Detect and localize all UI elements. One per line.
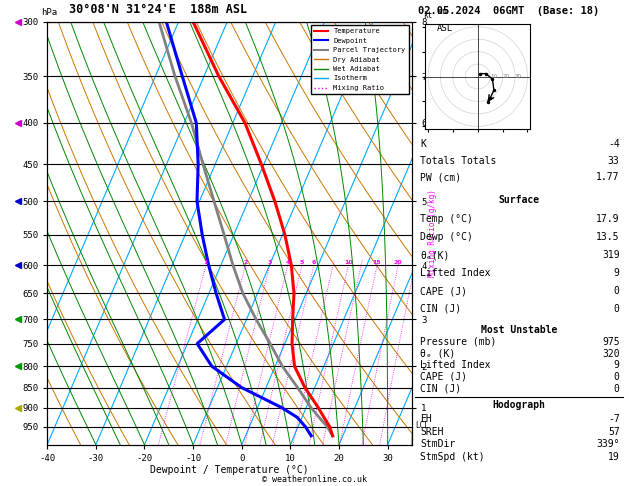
Text: 02.05.2024  06GMT  (Base: 18): 02.05.2024 06GMT (Base: 18) [418, 6, 599, 16]
Text: 4: 4 [286, 260, 290, 265]
Text: Surface: Surface [498, 195, 540, 206]
Text: CAPE (J): CAPE (J) [420, 372, 467, 382]
Text: 2: 2 [243, 260, 248, 265]
Text: Lifted Index: Lifted Index [420, 268, 491, 278]
Text: 3: 3 [267, 260, 272, 265]
Text: K: K [420, 139, 426, 149]
Legend: Temperature, Dewpoint, Parcel Trajectory, Dry Adiabat, Wet Adiabat, Isotherm, Mi: Temperature, Dewpoint, Parcel Trajectory… [311, 25, 408, 94]
Text: Totals Totals: Totals Totals [420, 156, 496, 166]
Text: 5: 5 [300, 260, 304, 265]
Text: -7: -7 [608, 414, 620, 424]
Text: StmDir: StmDir [420, 439, 455, 449]
Text: 9: 9 [614, 360, 620, 370]
Text: CIN (J): CIN (J) [420, 304, 461, 314]
Text: 20: 20 [503, 74, 509, 79]
Text: 1.77: 1.77 [596, 173, 620, 182]
Text: 20: 20 [394, 260, 403, 265]
Text: 10: 10 [344, 260, 353, 265]
Text: StmSpd (kt): StmSpd (kt) [420, 452, 485, 462]
Text: 15: 15 [373, 260, 381, 265]
Text: CAPE (J): CAPE (J) [420, 286, 467, 296]
Text: LCL: LCL [416, 421, 430, 431]
Text: 320: 320 [602, 348, 620, 359]
Text: hPa: hPa [41, 8, 57, 17]
Text: 0: 0 [614, 286, 620, 296]
Text: 57: 57 [608, 427, 620, 436]
Text: Temp (°C): Temp (°C) [420, 214, 473, 224]
Text: θₑ(K): θₑ(K) [420, 250, 450, 260]
Text: Dewp (°C): Dewp (°C) [420, 232, 473, 242]
Text: 6: 6 [311, 260, 316, 265]
Text: 30: 30 [515, 74, 522, 79]
Text: 339°: 339° [596, 439, 620, 449]
Text: kt: kt [423, 11, 433, 20]
Text: SREH: SREH [420, 427, 443, 436]
Text: Pressure (mb): Pressure (mb) [420, 337, 496, 347]
Text: CIN (J): CIN (J) [420, 383, 461, 394]
Text: ASL: ASL [437, 24, 454, 34]
Text: © weatheronline.co.uk: © weatheronline.co.uk [262, 474, 367, 484]
Text: Hodograph: Hodograph [493, 400, 545, 411]
Text: -4: -4 [608, 139, 620, 149]
Text: km: km [437, 7, 448, 16]
Text: PW (cm): PW (cm) [420, 173, 461, 182]
Text: 0: 0 [614, 372, 620, 382]
Text: 13.5: 13.5 [596, 232, 620, 242]
Text: 9: 9 [614, 268, 620, 278]
Text: 0: 0 [614, 304, 620, 314]
Text: 1: 1 [204, 260, 208, 265]
Text: Most Unstable: Most Unstable [481, 325, 557, 335]
Text: 19: 19 [608, 452, 620, 462]
Text: EH: EH [420, 414, 432, 424]
Text: θₑ (K): θₑ (K) [420, 348, 455, 359]
Text: 33: 33 [608, 156, 620, 166]
Text: Mixing Ratio (g/kg): Mixing Ratio (g/kg) [428, 190, 437, 277]
Text: Lifted Index: Lifted Index [420, 360, 491, 370]
X-axis label: Dewpoint / Temperature (°C): Dewpoint / Temperature (°C) [150, 466, 309, 475]
Text: 319: 319 [602, 250, 620, 260]
Text: 10: 10 [490, 74, 497, 79]
Text: 30°08'N 31°24'E  188m ASL: 30°08'N 31°24'E 188m ASL [69, 3, 247, 16]
Text: 17.9: 17.9 [596, 214, 620, 224]
Text: 975: 975 [602, 337, 620, 347]
Text: 0: 0 [614, 383, 620, 394]
